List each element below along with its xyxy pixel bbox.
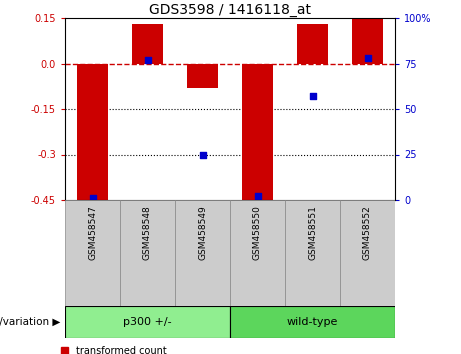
Text: GSM458549: GSM458549 bbox=[198, 205, 207, 260]
Point bbox=[309, 93, 316, 99]
Text: GSM458547: GSM458547 bbox=[88, 205, 97, 260]
Text: GSM458550: GSM458550 bbox=[253, 205, 262, 260]
Point bbox=[199, 152, 206, 157]
Legend: transformed count, percentile rank within the sample: transformed count, percentile rank withi… bbox=[61, 347, 241, 354]
Bar bbox=[230, 200, 285, 306]
Point bbox=[254, 194, 261, 199]
Point bbox=[144, 57, 151, 63]
Bar bbox=[297, 24, 328, 63]
Bar bbox=[77, 63, 107, 200]
Point bbox=[364, 55, 371, 61]
Bar bbox=[285, 200, 340, 306]
Bar bbox=[352, 18, 383, 63]
Text: GSM458548: GSM458548 bbox=[143, 205, 152, 260]
Text: wild-type: wild-type bbox=[287, 317, 338, 327]
Text: GSM458552: GSM458552 bbox=[363, 205, 372, 260]
Bar bbox=[65, 306, 230, 338]
Text: GSM458551: GSM458551 bbox=[308, 205, 317, 260]
Bar bbox=[175, 200, 230, 306]
Bar bbox=[340, 200, 395, 306]
Bar bbox=[230, 306, 395, 338]
Bar bbox=[242, 63, 272, 200]
Title: GDS3598 / 1416118_at: GDS3598 / 1416118_at bbox=[149, 3, 311, 17]
Bar bbox=[187, 63, 218, 88]
Point bbox=[89, 195, 96, 201]
Bar bbox=[120, 200, 175, 306]
Text: genotype/variation ▶: genotype/variation ▶ bbox=[0, 317, 60, 327]
Bar bbox=[65, 200, 120, 306]
Bar bbox=[132, 24, 163, 63]
Text: p300 +/-: p300 +/- bbox=[123, 317, 172, 327]
